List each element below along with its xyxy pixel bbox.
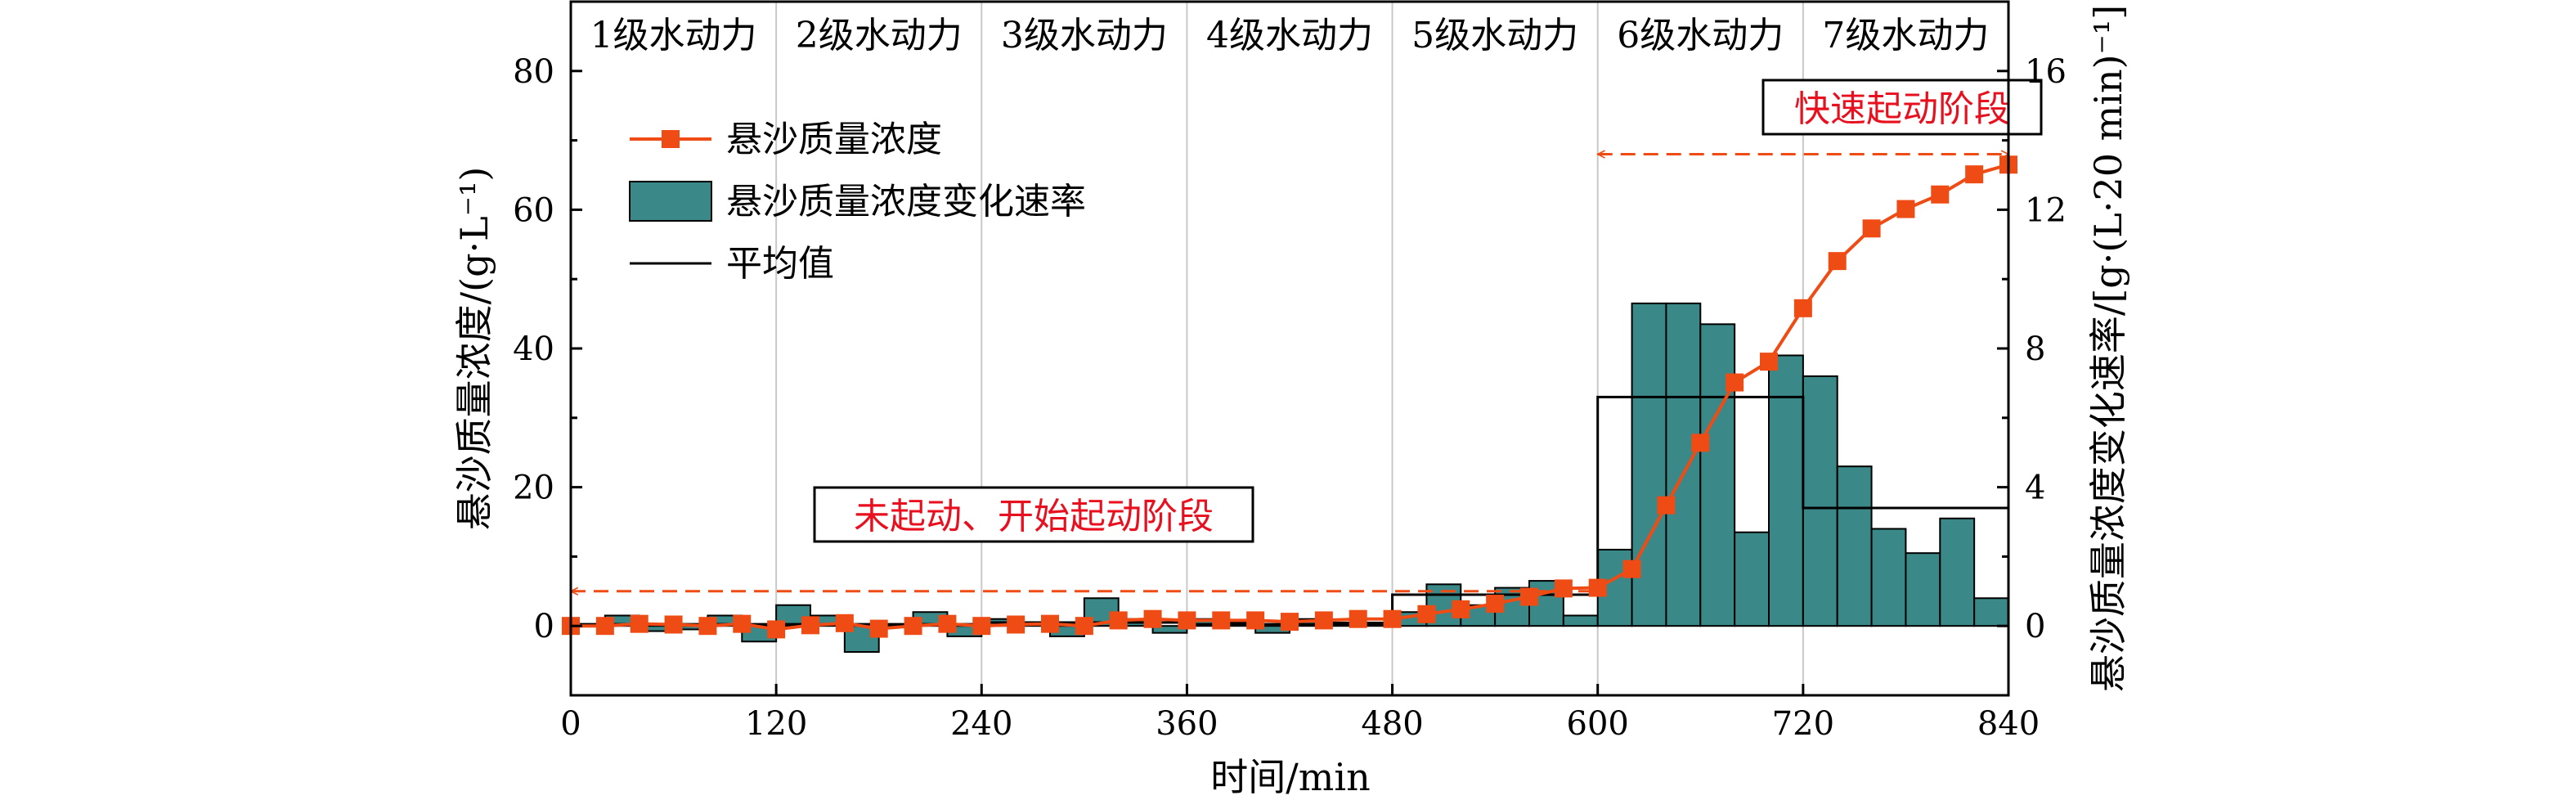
concentration-marker: [1965, 165, 1984, 184]
concentration-marker: [1622, 560, 1641, 578]
level-labels: 1级水动力 2级水动力 3级水动力 4级水动力 5级水动力 6级水动力 7级水动力: [590, 15, 1990, 56]
legend-bar-swatch: [629, 181, 712, 222]
rate-bar: [1802, 375, 1838, 627]
rate-bar: [1768, 354, 1804, 627]
concentration-marker: [1383, 609, 1402, 628]
concentration-marker: [767, 620, 786, 639]
concentration-marker: [1691, 434, 1710, 452]
x-tick-label: 0: [560, 705, 581, 743]
concentration-marker: [1726, 373, 1744, 392]
y-left-tick-label: 0: [534, 608, 554, 645]
rate-bar: [1939, 517, 1976, 627]
concentration-series: [562, 155, 2017, 639]
concentration-marker: [1657, 496, 1676, 515]
y-axis-left-title: 悬沙质量浓度/(g·L⁻¹): [452, 167, 496, 531]
x-tick-label: 840: [1977, 705, 2040, 743]
y-right-tick-label: 16: [2025, 53, 2067, 91]
rate-bar: [1665, 302, 1702, 627]
concentration-marker: [664, 615, 683, 634]
x-tick-label: 240: [950, 705, 1012, 743]
concentration-marker: [1760, 353, 1778, 371]
rate-bar: [1870, 528, 1907, 627]
x-tick-label: 360: [1156, 705, 1218, 743]
y-left-tick-label: 40: [513, 330, 554, 368]
rate-bar: [1699, 323, 1736, 627]
level-label: 5级水动力: [1411, 15, 1578, 56]
annotation-label: 未起动、开始起动阶段: [854, 496, 1214, 537]
rate-bar: [1734, 531, 1770, 627]
legend-label: 悬沙质量浓度变化速率: [726, 181, 1086, 222]
x-tick-label: 480: [1361, 705, 1423, 743]
y-right-tick-label: 8: [2025, 330, 2045, 368]
y-right-tick-label: 4: [2025, 470, 2045, 507]
concentration-marker: [1246, 611, 1265, 630]
concentration-marker: [595, 617, 614, 636]
level-label: 6级水动力: [1617, 15, 1784, 56]
concentration-marker: [1143, 609, 1162, 628]
concentration-marker: [698, 617, 717, 636]
concentration-marker: [1007, 615, 1025, 634]
concentration-marker: [733, 614, 752, 633]
concentration-marker: [1486, 595, 1505, 613]
level-label: 4级水动力: [1206, 15, 1373, 56]
annotation-box: [813, 486, 1254, 543]
concentration-marker: [1520, 587, 1538, 606]
y-right-tick-label: 12: [2025, 191, 2067, 229]
concentration-marker: [1452, 600, 1470, 618]
level-label: 1级水动力: [590, 15, 757, 56]
rate-bar: [1836, 465, 1873, 627]
rate-bars: [570, 302, 2009, 654]
concentration-marker: [630, 614, 648, 633]
concentration-marker: [869, 619, 888, 638]
concentration-marker: [1212, 611, 1231, 630]
concentration-marker: [1075, 617, 1093, 636]
legend-marker-swatch: [662, 130, 680, 148]
concentration-marker: [835, 613, 854, 632]
y-left-tick-label: 20: [513, 470, 554, 507]
concentration-marker: [1896, 200, 1915, 218]
concentration-marker: [1828, 252, 1847, 271]
level-label: 3级水动力: [1001, 15, 1168, 56]
concentration-marker: [972, 617, 991, 636]
rate-bar: [1562, 614, 1599, 627]
level-label: 7级水动力: [1822, 15, 1989, 56]
x-tick-label: 120: [745, 705, 807, 743]
legend-label: 悬沙质量浓度: [726, 119, 942, 160]
level-label: 2级水动力: [796, 15, 963, 56]
y-left-tick-label: 60: [513, 191, 554, 229]
concentration-marker: [1862, 219, 1881, 238]
concentration-marker: [1417, 605, 1436, 623]
x-tick-label: 720: [1772, 705, 1834, 743]
annotation-label: 快速起动阶段: [1794, 88, 2010, 130]
concentration-marker: [1109, 611, 1128, 630]
concentration-marker: [801, 616, 819, 635]
concentration-marker: [1931, 185, 1950, 204]
concentration-marker: [1041, 614, 1059, 633]
concentration-marker: [938, 614, 957, 633]
axes: 0 120 240 360 480 600 720 840 0 20 40 60 80 0 4 8 12 16: [513, 0, 2067, 743]
legend-label: 平均值: [726, 243, 834, 285]
x-tick-label: 600: [1567, 705, 1629, 743]
concentration-marker: [1314, 611, 1333, 630]
annotation-box: [1761, 79, 2043, 136]
rate-bar: [1973, 597, 2009, 627]
rate-bar: [1905, 552, 1941, 627]
y-axis-right-title: 悬沙质量浓度变化速率/[g·(L·20 min)⁻¹]: [2086, 5, 2130, 692]
x-axis-title: 时间/min: [1210, 755, 1370, 799]
concentration-marker: [904, 617, 922, 636]
rate-bar: [1151, 625, 1188, 634]
concentration-marker: [1281, 613, 1299, 631]
concentration-marker: [1588, 578, 1607, 597]
y-right-tick-label: 0: [2025, 608, 2045, 645]
y-left-tick-label: 80: [513, 53, 554, 91]
concentration-marker: [1178, 611, 1196, 630]
concentration-marker: [1554, 579, 1573, 598]
concentration-marker: [1793, 299, 1812, 317]
annotations: 未起动、开始起动阶段 快速起动阶段: [571, 79, 2043, 591]
concentration-marker: [1349, 609, 1367, 628]
